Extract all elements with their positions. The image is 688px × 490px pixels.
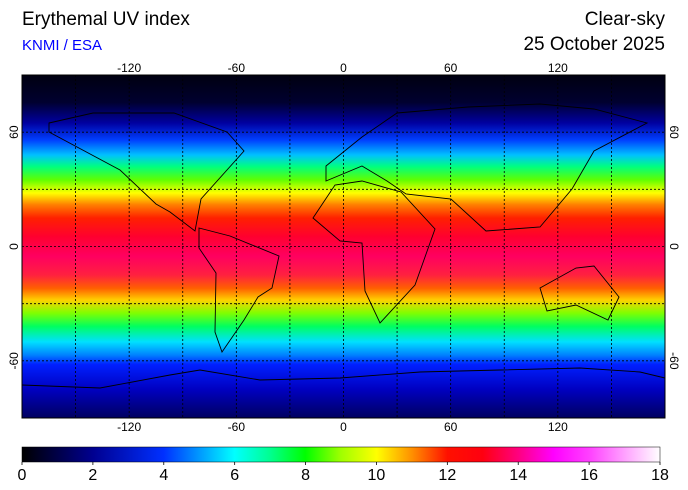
lon-tick-label-top: 0 <box>340 61 347 75</box>
lon-tick-label-top: -120 <box>117 61 141 75</box>
lat-tick-label-right: -60 <box>667 352 681 370</box>
source: KNMI / ESA <box>22 37 102 54</box>
coastline <box>48 112 245 232</box>
lat-tick-label-left: 60 <box>7 125 21 139</box>
colorbar-tick-label: 8 <box>301 467 310 484</box>
colorbar-tick-label: 10 <box>368 467 386 484</box>
lon-tick-label-top: 60 <box>444 61 458 75</box>
lon-tick-label-top: 120 <box>548 61 568 75</box>
lon-tick-label-bottom: 60 <box>444 420 458 434</box>
colorbar-tick-label: 0 <box>18 467 27 484</box>
lon-tick-label-bottom: -60 <box>228 420 246 434</box>
colorbar-tick-label: 16 <box>580 467 598 484</box>
colorbar <box>21 446 661 463</box>
lon-tick-label-bottom: 120 <box>548 420 568 434</box>
lat-tick-label-left: 0 <box>7 243 21 250</box>
map-frame <box>21 74 666 419</box>
colorbar-tick-label: 18 <box>651 467 669 484</box>
coastlines <box>22 103 665 389</box>
coastline <box>539 265 620 321</box>
lat-tick-label-right: 0 <box>667 243 681 250</box>
lat-tick-label-left: -60 <box>7 352 21 370</box>
condition: Clear-sky <box>585 9 666 30</box>
lon-tick-label-bottom: -120 <box>117 420 141 434</box>
lon-tick-label-bottom: 0 <box>340 420 347 434</box>
coastline <box>312 180 436 324</box>
colorbar-tick-label: 4 <box>159 467 168 484</box>
lat-tick-label-right: 60 <box>667 125 681 139</box>
title: Erythemal UV index <box>22 9 190 30</box>
colorbar-tick-label: 2 <box>88 467 97 484</box>
coastline <box>22 367 665 389</box>
date: 25 October 2025 <box>523 34 665 55</box>
colorbar-tick-label: 12 <box>438 467 456 484</box>
map <box>22 75 665 418</box>
lon-tick-label-top: -60 <box>228 61 246 75</box>
coastline <box>198 227 280 353</box>
colorbar-tick-label: 14 <box>509 467 527 484</box>
colorbar-tick-label: 6 <box>230 467 239 484</box>
